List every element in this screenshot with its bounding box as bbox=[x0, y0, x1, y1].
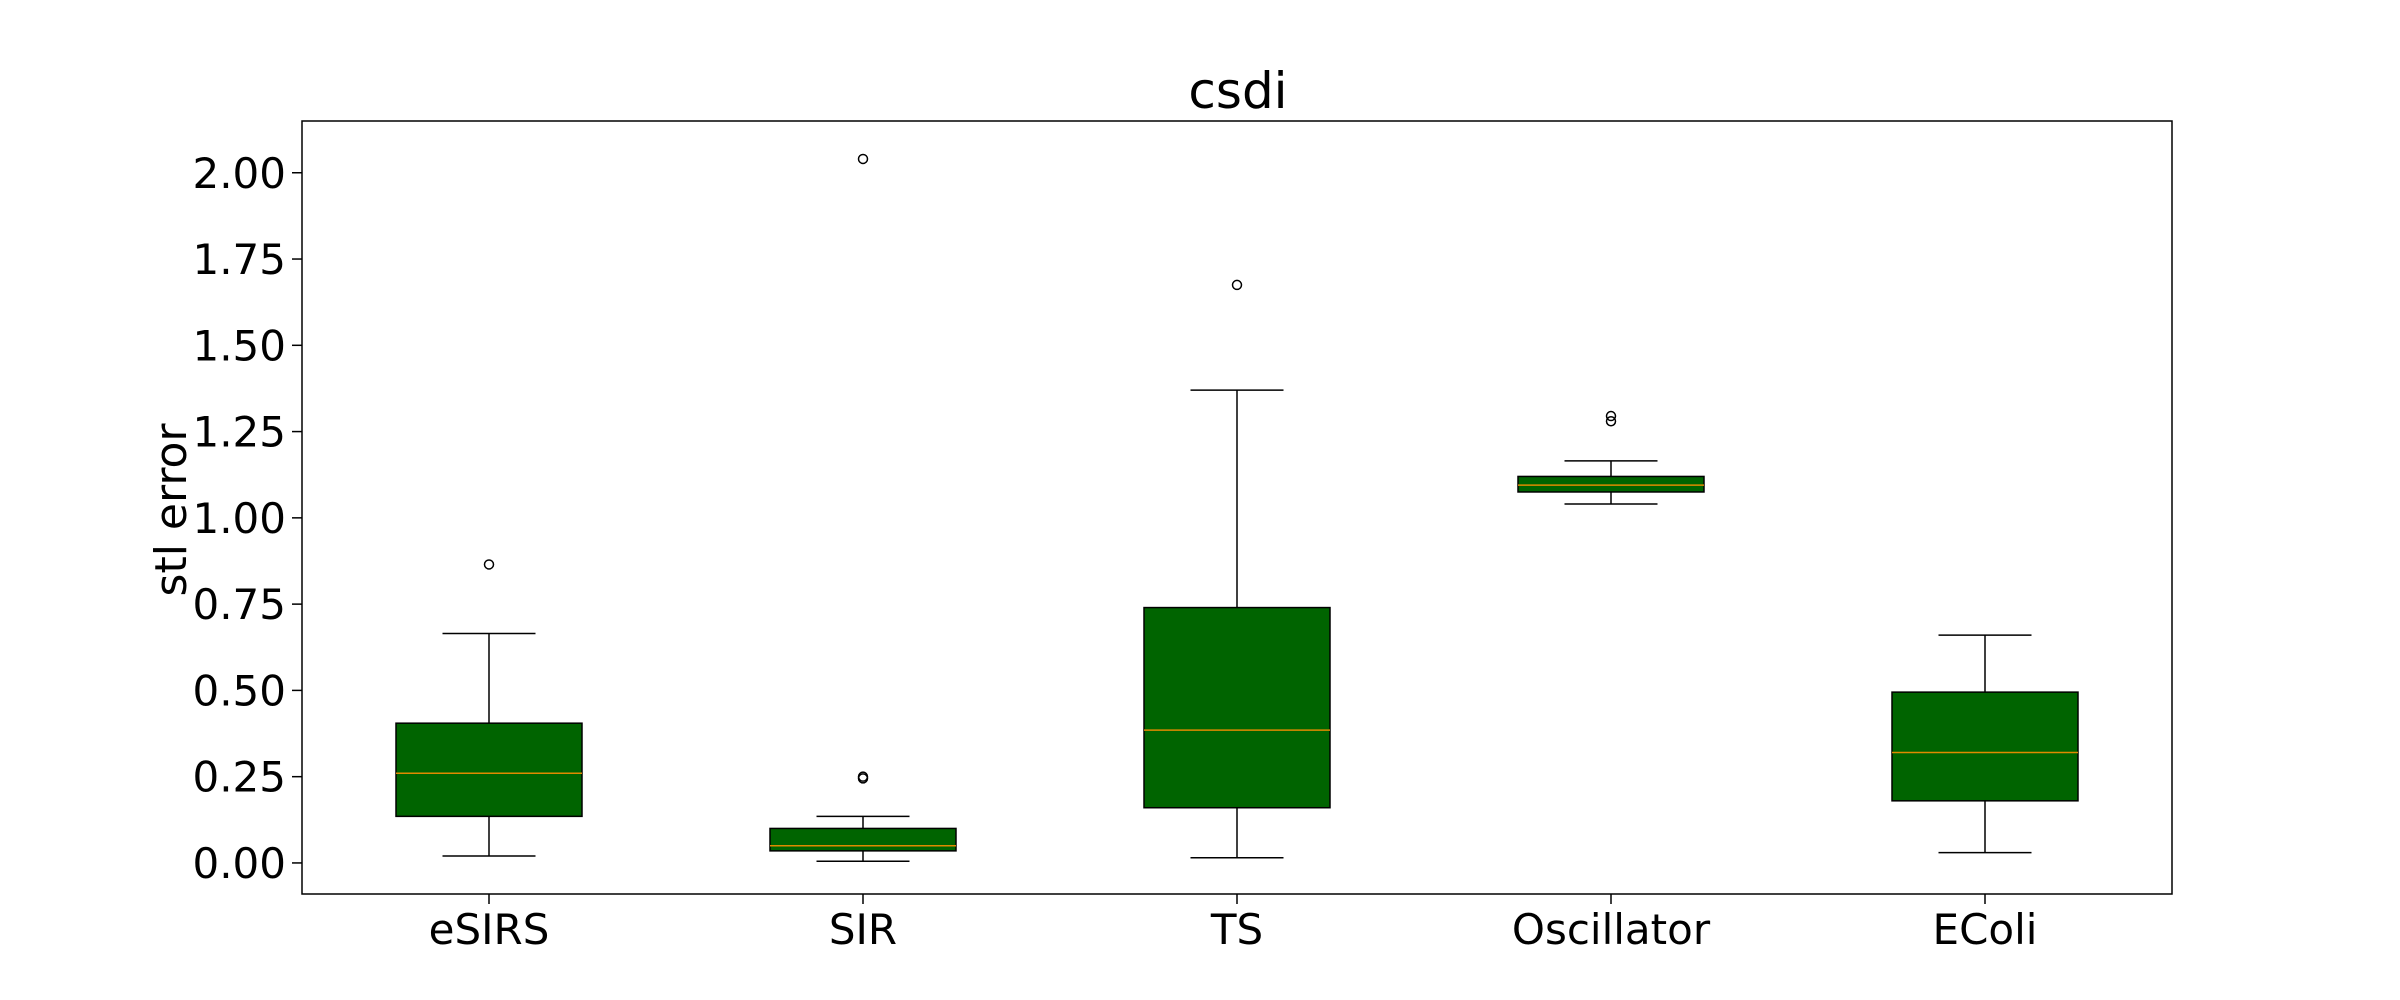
y-tick-label: 1.00 bbox=[192, 494, 286, 543]
outlier-point-esirs bbox=[483, 559, 495, 570]
x-tick-label: SIR bbox=[829, 905, 897, 954]
y-tick-label: 0.25 bbox=[192, 753, 286, 802]
x-tick-label: Oscillator bbox=[1512, 905, 1711, 954]
y-tick-label: 2.00 bbox=[192, 149, 286, 198]
y-tick-label: 0.00 bbox=[192, 839, 286, 888]
x-tick-label: eSIRS bbox=[429, 905, 550, 954]
outlier-point-sir bbox=[857, 771, 869, 782]
x-tick-label: TS bbox=[1210, 905, 1263, 954]
outlier-point-sir bbox=[857, 153, 869, 165]
y-tick-label: 1.50 bbox=[192, 321, 286, 370]
box-oscillator bbox=[1517, 475, 1705, 493]
plot-frame bbox=[301, 120, 2173, 895]
y-tick-label: 1.75 bbox=[192, 235, 286, 284]
y-tick-label: 0.50 bbox=[192, 666, 286, 715]
box-ts bbox=[1143, 606, 1331, 809]
outlier-point-oscillator bbox=[1605, 415, 1617, 427]
plot-area: 0.00 0.25 0.50 0.75 1.00 1.25 1.50 1.75 2.00 eSIR… bbox=[192, 120, 2173, 954]
y-axis-label: stl error bbox=[146, 423, 197, 597]
box-esirs bbox=[395, 722, 583, 818]
box-ecoli bbox=[1891, 691, 2079, 802]
chart-title: csdi bbox=[1188, 62, 1287, 120]
y-tick-label: 0.75 bbox=[192, 580, 286, 629]
outlier-point-oscillator bbox=[1605, 410, 1617, 422]
y-tick-label: 1.25 bbox=[192, 408, 286, 457]
outlier-point-ts bbox=[1231, 279, 1243, 291]
x-tick-label: EColi bbox=[1933, 905, 2038, 954]
box-sir bbox=[769, 827, 957, 852]
